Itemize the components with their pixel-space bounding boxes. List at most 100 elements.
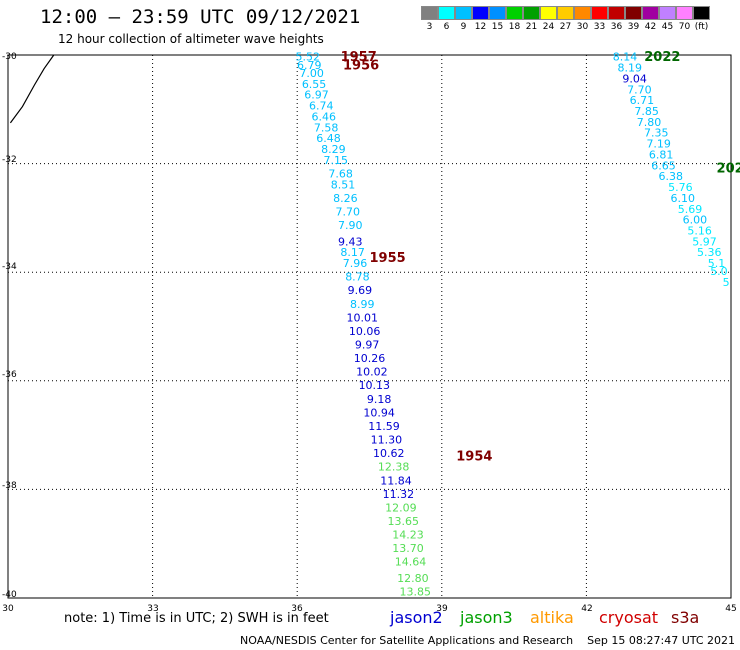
wave-height-label: 7.70	[336, 205, 361, 218]
color-scale-tick: 6	[443, 22, 450, 32]
time-label: 1954	[456, 449, 492, 464]
lat-label: -38	[2, 481, 17, 491]
time-label: 1955	[370, 251, 406, 266]
color-scale-tick: 42	[644, 22, 657, 32]
wave-height-label: 7.70	[627, 83, 652, 96]
color-scale-tick: 70	[678, 22, 691, 32]
time-label: 2022	[644, 50, 680, 65]
color-scale-tick: 30	[576, 22, 589, 32]
wave-height-label: 5.36	[697, 246, 722, 259]
wave-height-label: 10.02	[356, 366, 388, 379]
wave-height-label: 7.80	[637, 116, 662, 129]
color-scale-tick: 39	[627, 22, 640, 32]
map-frame	[7, 54, 732, 599]
wave-height-label: 9.43	[338, 235, 363, 248]
wave-height-label: 10.62	[373, 447, 405, 460]
color-swatch	[455, 6, 472, 20]
wave-height-label: 8.26	[333, 192, 358, 205]
wave-height-label: 7.85	[634, 105, 659, 118]
color-scale-labels: 3 6 9 12 15 18 21 24 27 30 33 36 39 42 45 70 (ft)	[421, 22, 710, 32]
color-scale-tick: 33	[593, 22, 606, 32]
lon-label: 45	[725, 604, 737, 614]
wave-height-label: 12.38	[378, 461, 410, 474]
wave-height-label: 6.65	[651, 159, 676, 172]
lat-label: -32	[2, 155, 17, 165]
lat-label: -30	[2, 52, 17, 62]
wave-height-label: 6.48	[316, 132, 341, 145]
color-scale-tick: 21	[525, 22, 538, 32]
wave-height-label: 6.46	[311, 110, 336, 123]
legend-altika: altika	[530, 608, 574, 627]
wave-height-label: 8.19	[618, 62, 643, 75]
wave-height-label: 6.74	[309, 100, 334, 113]
wave-height-label: 13.70	[392, 542, 424, 555]
color-scale-tick: 15	[491, 22, 504, 32]
page-subtitle: 12 hour collection of altimeter wave hei…	[58, 32, 324, 46]
lon-label: 36	[291, 604, 303, 614]
color-scale	[421, 6, 710, 20]
wave-height-label: 5.52	[296, 51, 321, 64]
wave-height-label: 5.76	[668, 181, 693, 194]
wave-height-label: 7.00	[299, 67, 324, 80]
wave-height-label: 5.0	[710, 265, 728, 278]
lat-label: -34	[2, 262, 17, 272]
wave-height-label: 12.09	[385, 501, 417, 514]
color-scale-tick: 3	[426, 22, 433, 32]
wave-height-label: 5.16	[687, 224, 712, 237]
color-swatch	[557, 6, 574, 20]
wave-height-label: 10.01	[347, 311, 379, 324]
color-swatch	[574, 6, 591, 20]
wave-height-label: 5.69	[678, 203, 703, 216]
wave-height-label: 10.26	[354, 352, 386, 365]
wave-height-label: 8.29	[321, 143, 346, 156]
wave-height-label: 7.19	[646, 138, 671, 151]
color-swatch	[489, 6, 506, 20]
wave-height-label: 5.97	[692, 235, 717, 248]
wave-height-label: 13.85	[400, 586, 432, 599]
color-swatch	[659, 6, 676, 20]
wave-height-label: 5	[723, 276, 730, 289]
color-scale-tick: 9	[460, 22, 467, 32]
color-swatch	[523, 6, 540, 20]
wave-height-label: 9.69	[348, 284, 373, 297]
color-swatch	[506, 6, 523, 20]
color-swatch	[472, 6, 489, 20]
wave-height-label: 7.68	[328, 167, 353, 180]
legend-cryosat: cryosat	[599, 608, 659, 627]
credit-line: NOAA/NESDIS Center for Satellite Applica…	[240, 634, 736, 647]
color-scale-tick: 24	[542, 22, 555, 32]
color-scale-tick: 18	[508, 22, 521, 32]
color-swatch	[438, 6, 455, 20]
wave-height-label: 14.64	[395, 556, 427, 569]
color-swatch	[608, 6, 625, 20]
wave-height-label: 5.1	[708, 257, 726, 270]
color-scale-tick: 36	[610, 22, 623, 32]
wave-height-label: 7.90	[338, 219, 363, 232]
color-swatch	[591, 6, 608, 20]
wave-height-label: 8.51	[331, 178, 356, 191]
legend-s3a: s3a	[671, 608, 700, 627]
lon-label: 39	[436, 604, 448, 614]
color-scale-tick: 45	[661, 22, 674, 32]
wave-height-label: 12.80	[397, 572, 429, 585]
color-swatch	[540, 6, 557, 20]
wave-height-label: 11.32	[383, 488, 415, 501]
color-swatch	[421, 6, 438, 20]
color-swatch	[676, 6, 693, 20]
lon-label: 33	[147, 604, 159, 614]
wave-height-label: 9.97	[355, 339, 380, 352]
wave-height-label: 6.38	[659, 170, 684, 183]
wave-height-label: 7.96	[343, 257, 368, 270]
wave-height-label: 8.14	[613, 51, 638, 64]
color-swatch	[693, 6, 710, 20]
wave-height-label: 7.35	[644, 127, 669, 140]
page-title: 12:00 – 23:59 UTC 09/12/2021	[40, 6, 361, 28]
lat-label: -40	[2, 590, 17, 600]
wave-height-label: 11.30	[371, 434, 403, 447]
time-label: 1957	[341, 50, 377, 65]
color-scale-tick: 12	[474, 22, 487, 32]
wave-height-label: 6.71	[630, 94, 655, 107]
wave-height-label: 10.06	[349, 325, 381, 338]
color-swatch	[642, 6, 659, 20]
